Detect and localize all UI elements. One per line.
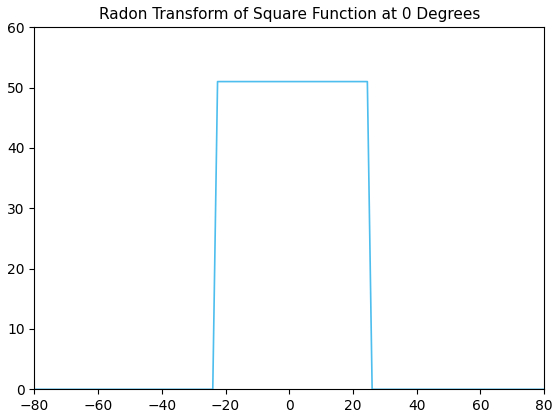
Title: Radon Transform of Square Function at 0 Degrees: Radon Transform of Square Function at 0 …	[99, 7, 480, 22]
